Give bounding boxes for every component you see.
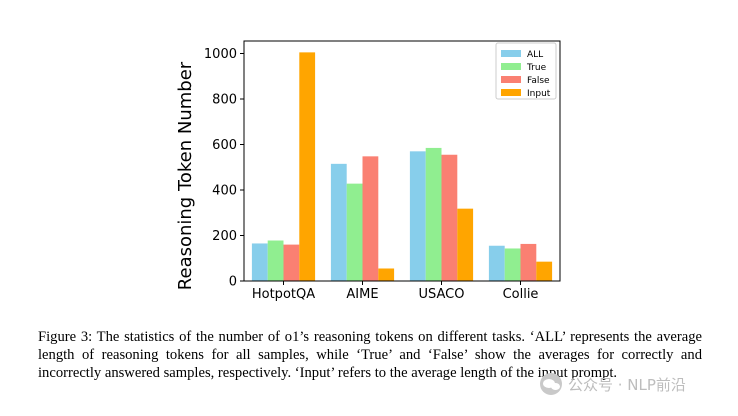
bar-chart: Reasoning Token Number 0 200 400 600 800 1000… (175, 40, 561, 302)
y-tick-label: 1000 (204, 47, 237, 62)
legend-swatch-all (501, 50, 521, 57)
bar-false-collie (520, 243, 537, 281)
y-tick-label: 0 (229, 275, 237, 290)
bar-input-usaco (457, 208, 474, 281)
legend-label-false: False (527, 76, 550, 86)
legend-swatch-input (501, 89, 521, 96)
bar-true-collie (504, 248, 521, 281)
bar-all-collie (488, 245, 505, 281)
bar-false-aime (362, 156, 379, 281)
bar-all-aime (330, 163, 347, 281)
legend-swatch-true (501, 63, 521, 70)
legend-label-input: Input (527, 89, 551, 99)
legend-label-all: ALL (527, 50, 543, 60)
y-tick-label: 600 (212, 138, 237, 153)
y-tick-label: 800 (212, 93, 237, 108)
watermark-text: 公众号 · NLP前沿 (568, 375, 686, 394)
y-tick-label: 400 (212, 184, 237, 199)
bar-input-collie (536, 261, 553, 281)
y-axis-label: Reasoning Token Number (175, 61, 196, 290)
bar-all-hotpotqa (251, 243, 268, 281)
bar-input-aime (378, 268, 395, 281)
figure-caption: Figure 3: The statistics of the number o… (38, 329, 702, 381)
x-tick-label-usaco: USACO (419, 287, 465, 302)
bar-false-hotpotqa (283, 244, 300, 281)
chart-figure: Reasoning Token Number 0 200 400 600 800 1000… (175, 40, 561, 302)
wechat-icon (540, 373, 562, 395)
bar-true-aime (346, 183, 363, 281)
x-tick-label-collie: Collie (503, 287, 539, 302)
bar-input-hotpotqa (299, 52, 316, 282)
legend-label-true: True (526, 63, 547, 73)
plot-frame (243, 40, 561, 282)
x-tick-label-hotpotqa: HotpotQA (252, 287, 315, 302)
bar-false-usaco (441, 154, 458, 281)
y-tick-label: 200 (212, 229, 237, 244)
legend-swatch-false (501, 76, 521, 83)
bar-true-hotpotqa (267, 240, 284, 281)
watermark: 公众号 · NLP前沿 (540, 372, 686, 396)
bar-true-usaco (425, 147, 442, 281)
bar-all-usaco (409, 151, 426, 281)
x-tick-label-aime: AIME (346, 287, 378, 302)
